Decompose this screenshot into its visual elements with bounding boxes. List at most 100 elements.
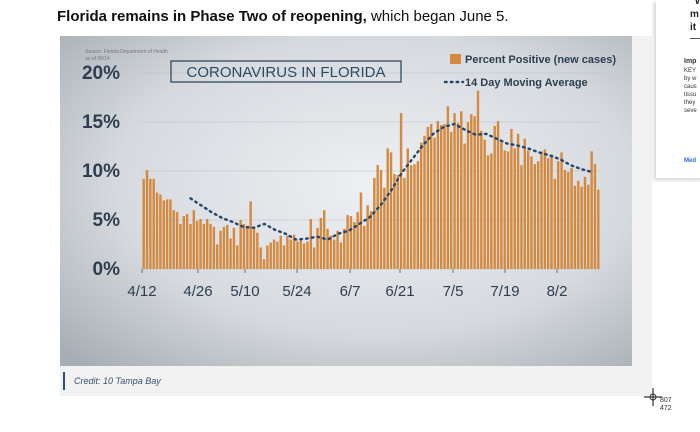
bar xyxy=(506,151,510,269)
bar xyxy=(319,218,323,269)
bar xyxy=(205,219,209,269)
bar xyxy=(192,210,196,269)
bar xyxy=(256,232,259,269)
bar xyxy=(486,155,490,269)
headline-rest: which began June 5. xyxy=(370,8,509,25)
bar xyxy=(266,245,269,269)
side-headline-line3: it xyxy=(690,22,697,33)
bar xyxy=(262,259,266,269)
side-link[interactable]: Med xyxy=(684,158,696,164)
bar xyxy=(500,142,503,269)
bar xyxy=(533,164,537,269)
bar xyxy=(446,106,450,269)
bar xyxy=(396,174,399,269)
bar xyxy=(553,178,557,269)
cursor-y: 472 xyxy=(660,405,672,412)
bar xyxy=(429,123,433,270)
bar xyxy=(530,156,533,269)
side-line: KEY xyxy=(684,68,697,74)
bar xyxy=(389,152,393,269)
bar xyxy=(597,189,600,269)
x-tick-label: 4/26 xyxy=(183,283,212,300)
bar xyxy=(162,200,165,269)
bar xyxy=(333,239,336,269)
bar xyxy=(403,177,406,269)
legend-swatch-bars xyxy=(450,54,461,64)
bar xyxy=(309,219,313,269)
bar xyxy=(232,227,236,269)
bar xyxy=(406,148,409,269)
bar xyxy=(292,234,296,269)
bar xyxy=(540,151,543,269)
bar xyxy=(259,247,262,269)
bar xyxy=(142,178,145,269)
bar xyxy=(463,143,466,269)
bar xyxy=(560,152,563,269)
bar xyxy=(152,178,155,269)
bar xyxy=(516,133,520,269)
bar xyxy=(199,219,202,269)
chart-panel: 0% 5% 10% 15% 20% 4/12 4/26 5/10 5/24 6/7 6/21 7/5… xyxy=(60,36,632,366)
x-axis-ticks: 4/12 4/26 5/10 5/24 6/7 6/21 7/5 7/19 8/2 xyxy=(127,269,567,300)
bar xyxy=(312,247,316,269)
side-line: caus xyxy=(684,84,697,90)
bar xyxy=(189,223,192,269)
bar xyxy=(299,238,302,269)
bar xyxy=(286,235,289,269)
cursor-x: 807 xyxy=(660,397,672,404)
bar xyxy=(490,153,493,269)
bar xyxy=(543,149,547,269)
photo-credit: Credit: 10 Tampa Bay xyxy=(74,376,161,386)
bar xyxy=(526,150,530,269)
x-tick-label: 4/12 xyxy=(127,283,156,300)
bar xyxy=(336,230,339,269)
bar xyxy=(476,90,480,269)
bar xyxy=(550,154,553,269)
bar xyxy=(493,125,496,269)
bar xyxy=(450,131,453,269)
bar xyxy=(590,151,593,269)
x-tick-label: 5/10 xyxy=(230,283,259,300)
bar xyxy=(359,192,363,269)
bar xyxy=(433,137,436,269)
bar xyxy=(356,212,359,269)
bar xyxy=(383,187,386,269)
bar xyxy=(279,235,282,269)
side-line: they xyxy=(684,100,696,106)
bar xyxy=(346,215,349,269)
y-tick-label: 5% xyxy=(93,210,121,231)
bar xyxy=(503,150,506,269)
bar xyxy=(480,130,483,269)
bar xyxy=(466,122,470,269)
as-of-note: as of 08/14 xyxy=(85,56,110,62)
y-tick-label: 0% xyxy=(93,259,121,280)
side-headline-line2: m xyxy=(690,9,699,20)
bar xyxy=(349,216,353,269)
bar xyxy=(209,223,212,269)
side-line: tissu xyxy=(684,92,697,98)
bar xyxy=(570,168,573,269)
bar xyxy=(416,161,420,269)
x-tick-label: 7/5 xyxy=(443,283,464,300)
bar xyxy=(212,226,216,269)
bar xyxy=(456,122,460,269)
bar xyxy=(179,223,182,269)
bar xyxy=(339,242,343,269)
bar xyxy=(369,211,373,269)
title-box xyxy=(170,60,402,83)
x-tick-label: 6/7 xyxy=(340,283,361,300)
cursor-coordinates: 807 472 xyxy=(660,397,672,413)
bar xyxy=(216,244,219,269)
bar xyxy=(557,161,560,269)
y-axis-ticks: 0% 5% 10% 15% 20% xyxy=(82,63,120,280)
bar xyxy=(426,126,430,270)
bar xyxy=(306,241,309,269)
bar xyxy=(587,184,590,269)
side-story-card[interactable]: "W m it Imp KEY by w caus tissu they sev… xyxy=(656,0,700,178)
bar xyxy=(343,228,346,269)
bar xyxy=(577,180,580,269)
bar xyxy=(513,148,516,269)
y-tick-label: 20% xyxy=(82,63,120,84)
bar xyxy=(386,148,389,269)
x-tick-label: 8/2 xyxy=(547,283,568,300)
